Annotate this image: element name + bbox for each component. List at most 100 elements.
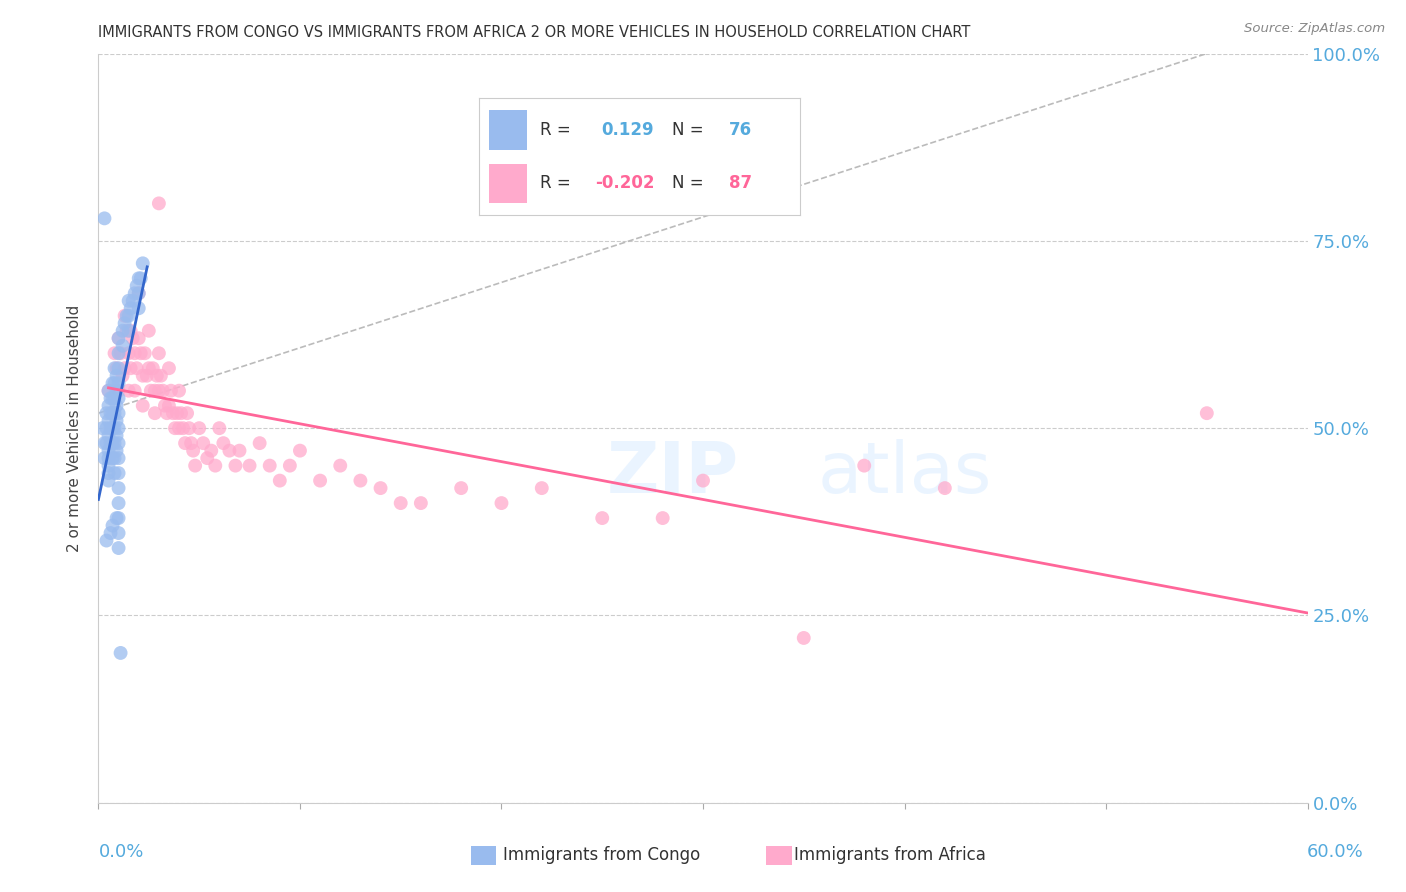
Point (138, 324, 160, 338)
Point (97, 451, 120, 466)
Point (309, 474, 332, 488)
Point (97, 443, 120, 458)
Point (170, 406, 193, 420)
Point (278, 458, 301, 473)
Point (121, 293, 143, 308)
Point (142, 361, 165, 376)
Point (129, 271, 152, 285)
Point (114, 309, 136, 323)
Point (107, 541, 129, 555)
Point (195, 451, 218, 466)
Point (172, 421, 194, 435)
Point (97, 458, 120, 473)
Point (129, 346, 152, 360)
Point (329, 458, 352, 473)
Point (1195, 406, 1218, 420)
Point (149, 368, 172, 383)
Point (121, 331, 143, 345)
Point (134, 346, 156, 360)
Point (118, 309, 141, 323)
Point (239, 458, 262, 473)
Point (118, 384, 141, 398)
Point (100, 421, 122, 435)
Point (132, 368, 155, 383)
Point (97, 384, 120, 398)
Point (96, 406, 118, 420)
Point (176, 406, 198, 420)
Point (125, 278, 148, 293)
Point (107, 376, 129, 391)
Point (143, 384, 166, 398)
Point (107, 436, 129, 450)
Point (105, 361, 128, 376)
Point (193, 436, 215, 450)
Point (163, 421, 186, 435)
Point (115, 309, 138, 323)
Point (148, 346, 170, 360)
Point (97, 428, 120, 442)
Point (120, 301, 142, 316)
Point (107, 331, 129, 345)
Point (128, 286, 150, 301)
Point (188, 421, 211, 435)
Point (204, 458, 226, 473)
Point (100, 391, 122, 405)
Point (793, 631, 815, 645)
Point (115, 324, 138, 338)
Text: Immigrants from Africa: Immigrants from Africa (794, 847, 986, 864)
Point (143, 406, 166, 420)
Point (156, 406, 179, 420)
Point (101, 436, 124, 450)
Point (181, 443, 204, 458)
Point (184, 458, 207, 473)
Point (103, 376, 125, 391)
Point (157, 361, 180, 376)
Point (107, 481, 129, 495)
Point (491, 496, 513, 510)
Point (224, 458, 246, 473)
Point (148, 384, 170, 398)
Text: atlas: atlas (818, 439, 993, 508)
Point (530, 481, 553, 495)
Point (591, 511, 613, 525)
Point (167, 421, 190, 435)
Point (103, 346, 125, 360)
Point (107, 331, 129, 345)
Point (450, 481, 472, 495)
Point (101, 376, 124, 391)
Point (107, 511, 129, 525)
Point (370, 481, 392, 495)
Point (107, 406, 129, 420)
Point (208, 421, 231, 435)
Point (107, 496, 129, 510)
Point (162, 406, 184, 420)
Point (111, 324, 134, 338)
Point (103, 421, 125, 435)
Point (692, 474, 714, 488)
Point (132, 256, 155, 270)
Y-axis label: 2 or more Vehicles in Household: 2 or more Vehicles in Household (67, 304, 83, 552)
Point (120, 324, 142, 338)
Point (228, 443, 250, 458)
Point (96, 436, 118, 450)
Point (100, 526, 122, 541)
Point (128, 331, 150, 345)
Point (105, 368, 128, 383)
Point (124, 346, 146, 360)
Point (124, 384, 146, 398)
Point (105, 511, 128, 525)
Point (103, 406, 125, 420)
Point (101, 391, 124, 405)
Point (107, 384, 129, 398)
Text: ZIP: ZIP (606, 439, 738, 508)
Point (100, 436, 122, 450)
Point (103, 451, 125, 466)
Text: Source: ZipAtlas.com: Source: ZipAtlas.com (1244, 22, 1385, 36)
Point (160, 384, 183, 398)
Point (212, 436, 235, 450)
Point (101, 451, 124, 466)
Point (249, 436, 271, 450)
Text: 0.0%: 0.0% (98, 843, 143, 861)
Point (105, 414, 128, 428)
Point (93, 451, 115, 466)
